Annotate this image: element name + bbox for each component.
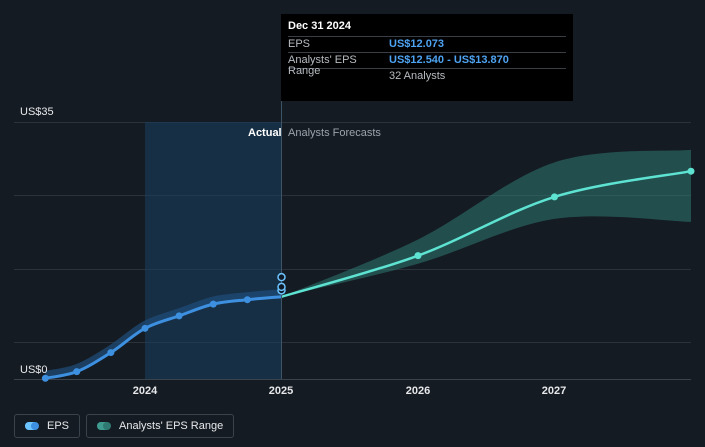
legend-range-label: Analysts' EPS Range [119, 420, 224, 432]
x-tick-2025: 2025 [268, 385, 294, 397]
x-tick-2024: 2024 [132, 385, 158, 397]
tooltip-analysts-count: 32 Analysts [389, 70, 446, 82]
x-tick-2027: 2027 [541, 385, 567, 397]
tooltip-analysts-row: 32 Analysts [288, 68, 566, 84]
eps-point-2 [107, 349, 115, 357]
highlight-point-1 [277, 282, 286, 292]
actual-period-band [145, 122, 282, 379]
x-tick-2026: 2026 [405, 385, 431, 397]
tooltip-range-label: Analysts' EPS Range [288, 54, 357, 77]
legend-item-range[interactable]: Analysts' EPS Range [86, 414, 235, 438]
tooltip-date: Dec 31 2024 [288, 20, 351, 32]
eps-point-3 [141, 324, 149, 332]
eps-forecast-line [281, 169, 692, 298]
range-legend-swatch-icon [97, 422, 112, 430]
tooltip-range-row: Analysts' EPS Range US$12.540 - US$13.87… [288, 52, 566, 77]
actual-region-label: Actual [248, 127, 282, 139]
tooltip-range-value: US$12.540 - US$13.870 [389, 54, 509, 66]
data-points [41, 167, 695, 382]
eps-shadow-line [44, 289, 282, 378]
tooltip-eps-label: EPS [288, 38, 311, 50]
chart-legend: EPS Analysts' EPS Range [14, 414, 235, 438]
legend-eps-label: EPS [47, 420, 70, 432]
eps-point-4 [175, 312, 183, 320]
eps-point-1 [73, 368, 81, 376]
analysts-eps-range-area [281, 149, 691, 297]
eps-legend-swatch-icon [25, 422, 39, 430]
legend-item-eps[interactable]: EPS [14, 414, 81, 438]
eps-point-0 [41, 374, 49, 382]
highlight-point-2 [277, 272, 286, 282]
forecast-point-0 [414, 252, 422, 260]
eps-point-6 [243, 296, 251, 304]
forecast-region-label: Analysts Forecasts [288, 127, 381, 139]
forecast-point-1 [551, 193, 558, 201]
y-axis-bottom-label: US$0 [20, 364, 48, 376]
y-axis-top-label: US$35 [20, 106, 54, 118]
eps-point-5 [209, 300, 217, 308]
tooltip-eps-row: EPS US$12.073 [288, 36, 566, 52]
tooltip-eps-value: US$12.073 [389, 38, 445, 50]
forecast-point-2 [687, 167, 695, 175]
hover-tooltip: Dec 31 2024 EPS US$12.073 Analysts' EPS … [281, 14, 573, 101]
